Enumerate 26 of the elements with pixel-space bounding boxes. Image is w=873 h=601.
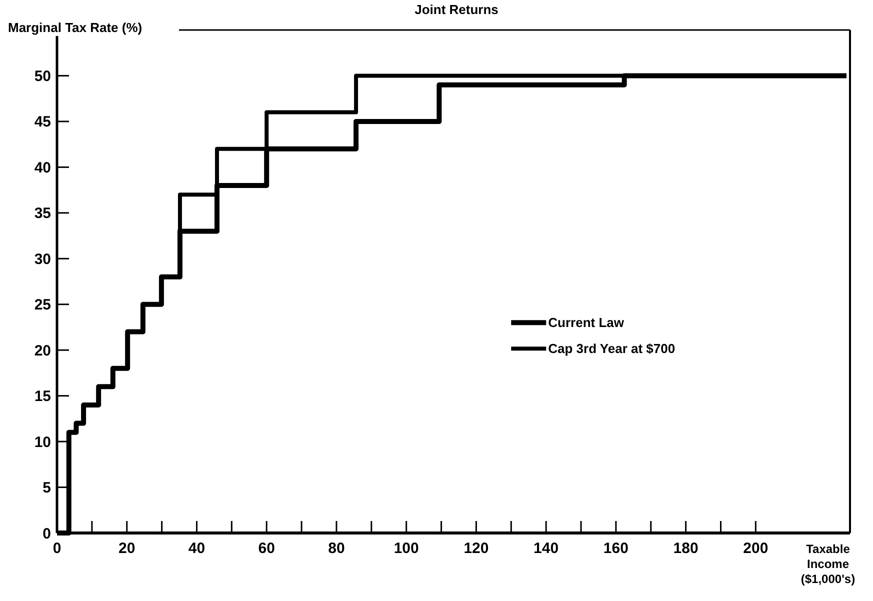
- y-tick-label: 50: [34, 68, 51, 85]
- chart-title: Joint Returns: [414, 2, 498, 17]
- x-tick-label: 80: [328, 540, 345, 557]
- x-tick-label: 20: [118, 540, 136, 557]
- y-axis-title: Marginal Tax Rate (%): [8, 20, 142, 35]
- y-tick-label: 35: [34, 205, 51, 222]
- x-tick-label: 140: [534, 540, 559, 557]
- legend-label: Cap 3rd Year at $700: [548, 341, 676, 356]
- y-tick-label: 40: [34, 159, 51, 176]
- legend-label: Current Law: [548, 315, 625, 330]
- y-tick-label: 0: [42, 525, 51, 542]
- x-tick-label: 40: [188, 540, 206, 557]
- x-tick-label: 180: [673, 540, 698, 557]
- x-tick-label: 200: [743, 540, 768, 557]
- y-tick-label: 30: [34, 250, 51, 268]
- x-axis-title: Taxable Income ($1,000's): [800, 542, 856, 586]
- y-tick-label: 45: [34, 114, 51, 131]
- y-tick-label: 5: [42, 480, 51, 497]
- y-tick-label: 15: [34, 388, 51, 406]
- x-tick-label: 60: [258, 540, 275, 557]
- x-tick-label: 160: [603, 540, 628, 557]
- y-tick-label: 20: [34, 342, 51, 360]
- y-tick-label: 10: [34, 434, 51, 451]
- x-tick-label: 120: [464, 540, 489, 557]
- y-tick-label: 25: [34, 296, 51, 314]
- x-tick-label: 100: [394, 540, 419, 557]
